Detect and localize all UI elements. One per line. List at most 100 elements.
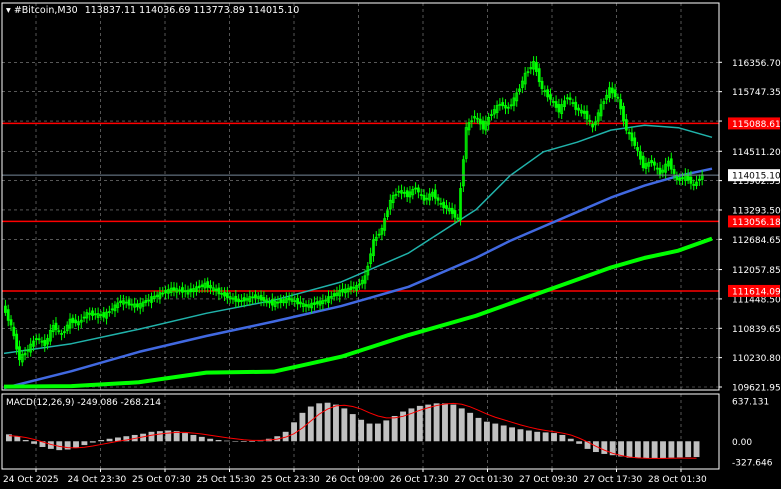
candle-body bbox=[582, 110, 586, 114]
candle-body bbox=[211, 287, 215, 291]
macd-histogram-bar bbox=[559, 434, 566, 442]
macd-histogram-bar bbox=[324, 402, 331, 442]
candle-body bbox=[127, 299, 131, 306]
candle-body bbox=[26, 349, 30, 352]
price-tick-label: 114511.20 bbox=[732, 148, 781, 158]
moving-average-line-2 bbox=[3, 167, 713, 390]
horizontal-levels[interactable] bbox=[2, 122, 719, 292]
candle-body bbox=[633, 137, 637, 146]
candle-body bbox=[563, 100, 566, 107]
candle-body bbox=[85, 312, 89, 319]
candle-body bbox=[428, 193, 432, 201]
time-axis[interactable]: 24 Oct 2025 24 Oct 23:30 25 Oct 07:30 25 Oc… bbox=[3, 469, 707, 485]
candle-body bbox=[15, 333, 19, 350]
candle-body bbox=[512, 97, 516, 106]
candle-body bbox=[481, 120, 485, 130]
macd-histogram-bar bbox=[148, 431, 155, 442]
candle-body bbox=[540, 80, 544, 90]
candle-body bbox=[352, 286, 356, 289]
candle-body bbox=[54, 322, 58, 331]
candle-body bbox=[178, 289, 181, 292]
candle-body bbox=[223, 292, 226, 297]
candle-body bbox=[169, 287, 173, 293]
candle-body bbox=[638, 151, 642, 160]
candle-body bbox=[655, 167, 659, 170]
candle-body bbox=[470, 120, 474, 123]
candle-body bbox=[383, 218, 387, 231]
time-tick-label: 25 Oct 23:30 bbox=[261, 475, 320, 485]
price-tick-label: 116356.70 bbox=[732, 59, 781, 69]
candle-body bbox=[622, 105, 625, 122]
candle-body bbox=[321, 300, 325, 304]
price-tick-label: 112057.85 bbox=[732, 266, 781, 276]
candle-body bbox=[664, 163, 668, 173]
candle-body bbox=[439, 202, 443, 205]
candle-body bbox=[588, 119, 592, 123]
candle-body bbox=[624, 119, 628, 131]
candle-body bbox=[560, 104, 564, 114]
candle-body bbox=[453, 210, 457, 218]
time-tick-label: 28 Oct 01:30 bbox=[648, 475, 707, 485]
candle-body bbox=[93, 313, 97, 316]
candle-body bbox=[245, 298, 249, 301]
candle-body bbox=[391, 195, 395, 204]
candle-body bbox=[661, 169, 665, 173]
macd-histogram-bar bbox=[165, 430, 172, 442]
price-tick-label: 113902.55 bbox=[732, 177, 781, 187]
candle-body bbox=[12, 326, 16, 337]
macd-histogram-bar bbox=[374, 423, 381, 442]
candle-body bbox=[262, 297, 266, 302]
candle-body bbox=[388, 199, 392, 210]
candle-body bbox=[627, 132, 631, 135]
macd-histogram-bar bbox=[601, 441, 608, 454]
candle-body bbox=[299, 301, 302, 305]
moving-average-line-3 bbox=[3, 236, 713, 389]
candle-body bbox=[686, 173, 690, 181]
candle-body bbox=[310, 302, 314, 309]
candle-body bbox=[29, 343, 33, 353]
symbol-triangle-icon: ▾ bbox=[6, 5, 11, 16]
macd-histogram-bar bbox=[676, 441, 683, 458]
candle-body bbox=[532, 60, 535, 70]
candle-body bbox=[675, 176, 679, 181]
macd-histogram-bar bbox=[333, 404, 339, 442]
candle-body bbox=[419, 194, 423, 196]
candle-body bbox=[138, 303, 142, 309]
candle-body bbox=[402, 191, 406, 194]
macd-histogram-bar bbox=[207, 438, 214, 442]
time-tick-label: 25 Oct 15:30 bbox=[197, 475, 256, 485]
candle-body bbox=[546, 89, 550, 98]
candle-body bbox=[518, 88, 521, 92]
time-tick-label: 27 Oct 09:30 bbox=[519, 475, 578, 485]
candle-body bbox=[450, 207, 454, 214]
candle-body bbox=[147, 299, 151, 302]
price-axis[interactable]: 116356.70115747.35115138.00114511.201139… bbox=[719, 59, 781, 469]
candle-body bbox=[574, 101, 578, 110]
candle-body bbox=[279, 299, 283, 304]
candle-body bbox=[577, 107, 580, 111]
candle-body bbox=[172, 287, 176, 291]
macd-panel-frame bbox=[1, 393, 720, 470]
candle-body bbox=[349, 286, 353, 291]
moving-averages bbox=[3, 124, 713, 390]
candle-body bbox=[554, 101, 558, 108]
candle-body bbox=[242, 297, 246, 302]
candle-body bbox=[74, 319, 78, 324]
main-panel-frame bbox=[1, 2, 720, 391]
time-tick-label: 27 Oct 17:30 bbox=[584, 475, 643, 485]
candle-body bbox=[619, 99, 623, 110]
macd-histogram-bar bbox=[634, 441, 641, 459]
candle-body bbox=[60, 333, 63, 335]
macd-histogram-bar bbox=[442, 403, 448, 442]
candle-body bbox=[124, 301, 128, 304]
candle-body bbox=[535, 61, 538, 72]
candle-body bbox=[217, 287, 221, 295]
candle-body bbox=[197, 285, 201, 289]
macd-histogram-bar bbox=[366, 423, 373, 442]
candle-body bbox=[107, 311, 111, 313]
candle-body bbox=[234, 295, 238, 302]
candle-body bbox=[568, 97, 572, 100]
level-label: 115088.61 bbox=[732, 120, 781, 130]
